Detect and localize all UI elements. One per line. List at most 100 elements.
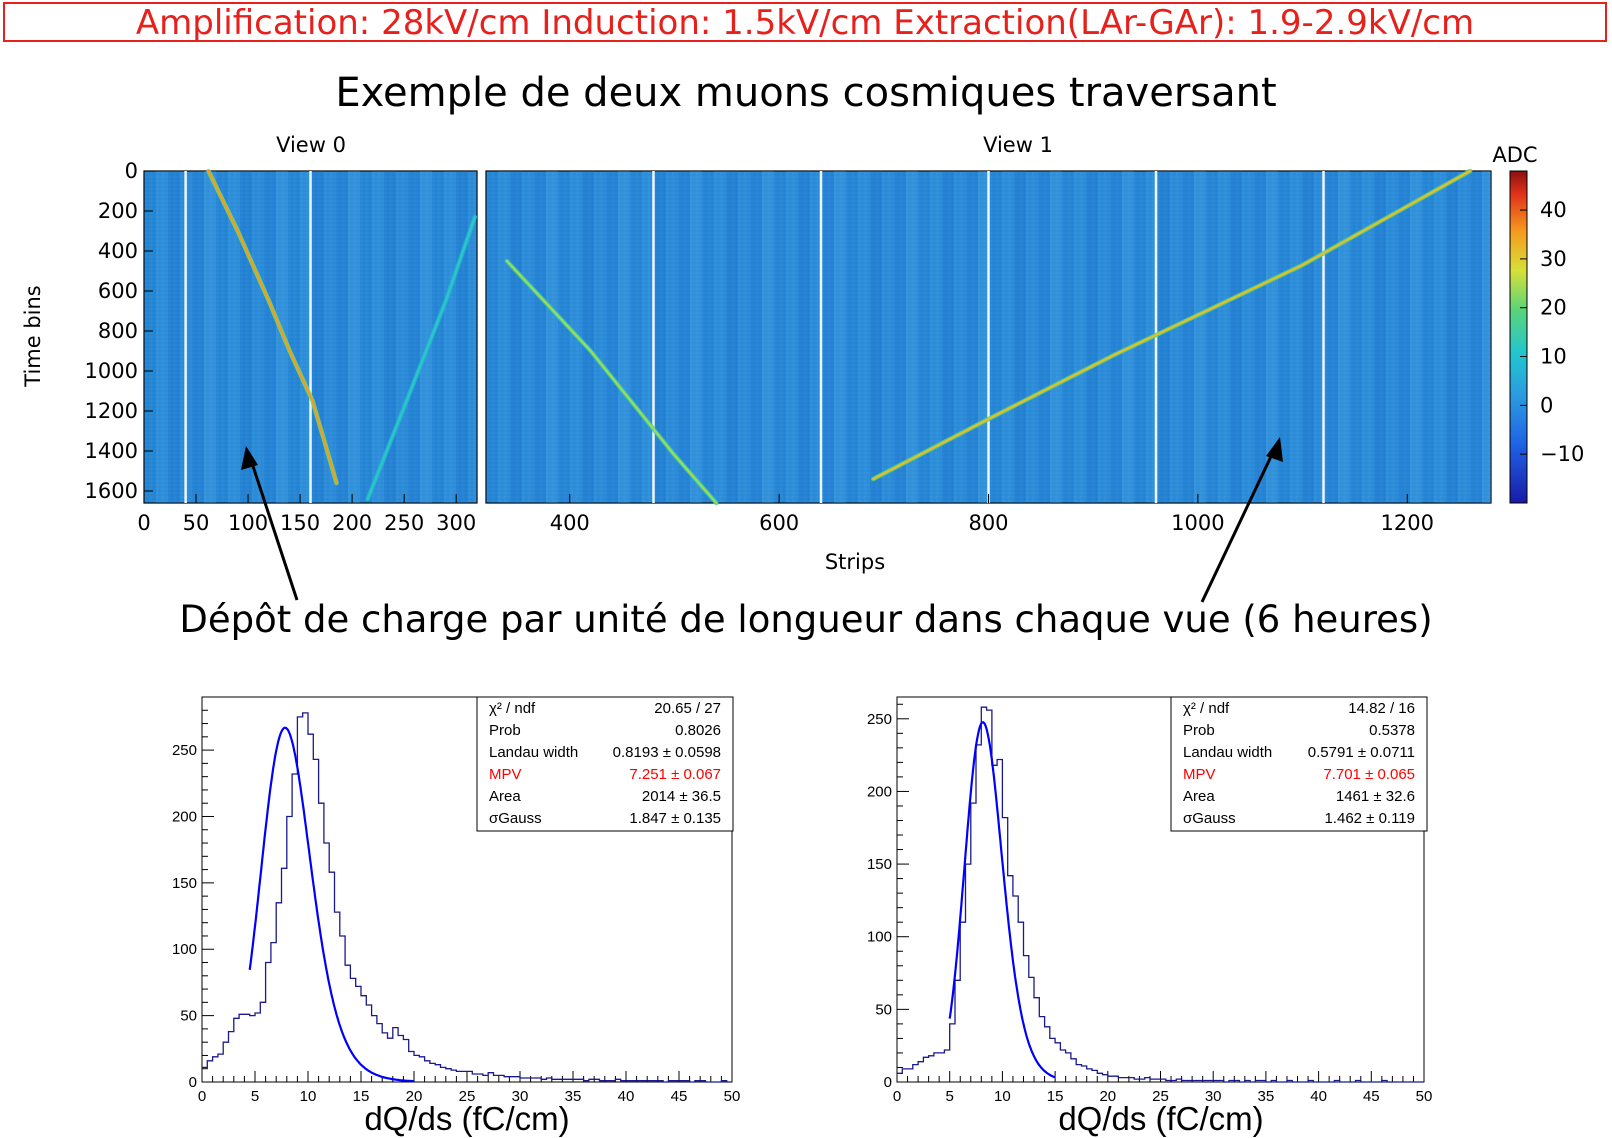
heatmap-stripe [654, 171, 666, 503]
heatmap-stripe [312, 171, 324, 503]
heatmap-stripe [990, 171, 1002, 503]
hist1-stats-box: χ² / ndf 14.82 / 16 Prob 0.5378 Landau width… [1170, 696, 1428, 832]
heatmap-stripe [1290, 171, 1302, 503]
heatmap-stripe [1266, 171, 1278, 503]
x-tick-label: 35 [565, 1088, 582, 1105]
heatmap-stripe [714, 171, 726, 503]
stats-label: σGauss [489, 810, 542, 827]
heatmap-stripe [630, 171, 642, 503]
heatmap-stripe [384, 171, 396, 503]
heatmap-stripe [300, 171, 312, 503]
x-tick-label: 10 [994, 1088, 1011, 1105]
stats-label: Prob [489, 722, 521, 739]
heatmap-stripe [456, 171, 468, 503]
heatmap-stripe [666, 171, 678, 503]
heatmap-stripe [918, 171, 930, 503]
heatmap-stripe [1458, 171, 1470, 503]
x-tick-label: 5 [251, 1088, 259, 1105]
stats-label: Landau width [1183, 744, 1272, 761]
heatmap-stripe [324, 171, 336, 503]
run-conditions-banner: Amplification: 28kV/cm Induction: 1.5kV/… [3, 2, 1607, 42]
heatmap-stripe [894, 171, 906, 503]
heatmap-stripe [594, 171, 606, 503]
arrow-to-view0 [248, 456, 299, 601]
hist0-stats-rows: χ² / ndf 20.65 / 27 Prob 0.8026 Landau width… [489, 700, 721, 827]
hist1-step-line [897, 706, 1424, 1083]
x-tick-label: 1000 [1171, 511, 1224, 535]
heatmap-stripe [408, 171, 420, 503]
x-tick-label: 30 [1205, 1088, 1222, 1105]
x-tick-label: 150 [280, 511, 320, 535]
heatmap-stripe [690, 171, 702, 503]
heatmap-stripe [822, 171, 834, 503]
adc-colorbar: ADC −10 0 10 20 30 40 [1492, 143, 1584, 504]
heatmap-stripe [204, 171, 216, 503]
y-tick-label: 50 [875, 1001, 892, 1018]
y-tick-label: 250 [172, 742, 197, 759]
heatmap-stripe [1410, 171, 1422, 503]
heatmap-stripe [846, 171, 858, 503]
view1-axes: 400 600 800 1000 1200 [550, 494, 1434, 535]
heatmap-stripe [348, 171, 360, 503]
view0-tracks [206, 168, 478, 502]
stats-label: Area [489, 788, 521, 805]
hist0-stats-box: χ² / ndf 20.65 / 27 Prob 0.8026 Landau width… [476, 696, 734, 832]
x-tick-label: 45 [1363, 1088, 1380, 1105]
y-tick-label: 0 [125, 159, 138, 183]
heatmap-stripe [1482, 171, 1491, 503]
heatmap-stripe [372, 171, 384, 503]
heatmap-stripe [468, 171, 477, 503]
heatmap-stripe [798, 171, 810, 503]
heatmap-stripe [858, 171, 870, 503]
charge-deposit-title: Dépôt de charge par unité de longueur da… [179, 598, 1433, 641]
heatmap-stripe [774, 171, 786, 503]
heatmap-stripe [1026, 171, 1038, 503]
heatmap-stripe [1158, 171, 1170, 503]
heatmap-stripe [288, 171, 300, 503]
x-tick-label: 0 [198, 1088, 206, 1105]
stats-value: 2014 ± 36.5 [642, 788, 721, 805]
x-tick-label: 600 [759, 511, 799, 535]
heatmap-stripe [1122, 171, 1134, 503]
y-tick-label: 50 [180, 1008, 197, 1025]
x-tick-label: 10 [300, 1088, 317, 1105]
heatmap-stripe [420, 171, 432, 503]
hist1-xlabel: dQ/ds (fC/cm) [1058, 1100, 1263, 1137]
heatmap-stripe [1350, 171, 1362, 503]
x-tick-label: 250 [384, 511, 424, 535]
heatmap-stripe [498, 171, 510, 503]
arrow-to-view1-head [1266, 437, 1283, 462]
stats-label: MPV [1183, 766, 1216, 783]
y-tick-label: 200 [867, 783, 892, 800]
stats-label: Landau width [489, 744, 578, 761]
hist0-fit-curve [248, 726, 415, 1083]
stats-value: 0.5378 [1369, 722, 1415, 739]
colorbar-gradient [1509, 170, 1528, 504]
hist0-xlabel: dQ/ds (fC/cm) [364, 1100, 569, 1137]
stats-label: χ² / ndf [489, 700, 536, 717]
heatmap-stripe [678, 171, 690, 503]
heatmap-stripe [168, 171, 180, 503]
y-tick-label: 1000 [85, 359, 138, 383]
stats-label: χ² / ndf [1183, 700, 1230, 717]
hist0-step-line [202, 712, 732, 1083]
y-tick-label: 600 [98, 279, 138, 303]
heatmap-stripe [1446, 171, 1458, 503]
heatmap-stripe [1338, 171, 1350, 503]
heatmap-stripe [966, 171, 978, 503]
view0-panel: View 0 0 50 100 150 200 250 300 0 200 400 600 800 10… [21, 133, 478, 535]
stats-value: 1.462 ± 0.119 [1324, 810, 1415, 827]
view1-tracks [504, 168, 1473, 506]
heatmap-stripe [156, 171, 168, 503]
x-tick-label: 45 [671, 1088, 688, 1105]
stats-value: 0.5791 ± 0.0711 [1308, 744, 1415, 761]
heatmap-stripe [750, 171, 762, 503]
heatmap-stripe [930, 171, 942, 503]
stats-value: 0.8193 ± 0.0598 [613, 744, 721, 761]
x-tick-label: 1200 [1381, 511, 1434, 535]
heatmap-stripe [1098, 171, 1110, 503]
x-tick-label: 200 [332, 511, 372, 535]
x-tick-label: 0 [137, 511, 150, 535]
heatmap-stripe [396, 171, 408, 503]
muon-track [207, 169, 338, 485]
